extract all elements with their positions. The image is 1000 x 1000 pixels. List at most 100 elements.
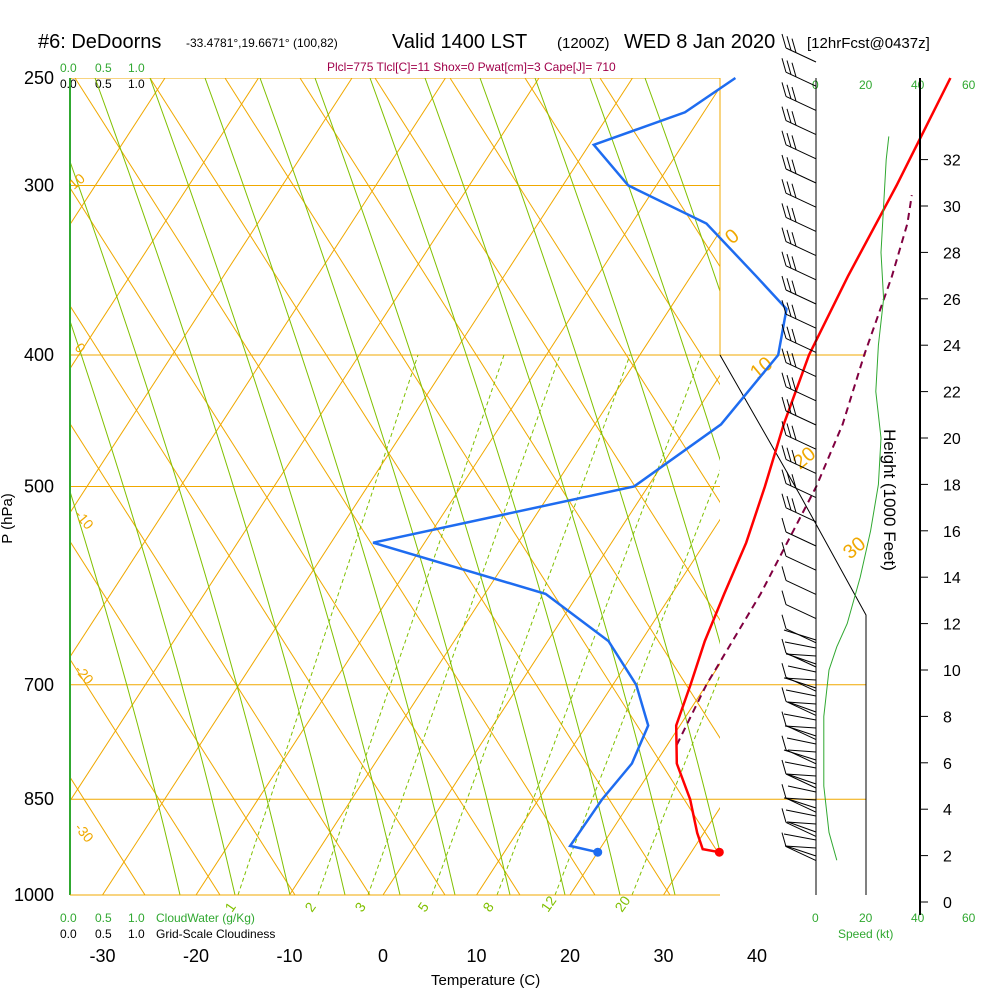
wind-barb-flag-3-0 (781, 106, 787, 121)
wind-barb-low-10 (783, 713, 817, 721)
pressure-label-3: 500 (24, 477, 54, 497)
wind-barb-flag-16-1 (786, 423, 792, 438)
pressure-label-6: 1000 (14, 885, 54, 905)
wind-barb-staff-12 (785, 337, 817, 353)
wind-barb-flag-5-2 (791, 159, 797, 174)
wind-barb-flag-7-1 (786, 205, 792, 220)
cloudiness-label: Grid-Scale Cloudiness (156, 927, 276, 941)
wind-barb-15 (781, 396, 817, 426)
isotherm-label-2: 10 (746, 353, 777, 384)
wind-barb-23 (781, 590, 817, 620)
wind-barb-staff-3 (785, 120, 817, 136)
terrain-outline (719, 354, 867, 895)
isotherm--70 (70, 78, 259, 370)
dry-adiabat-13 (524, 78, 720, 386)
wind-barb-staff-33 (785, 846, 817, 862)
speed-scale-top-3: 60 (962, 78, 976, 92)
wind-barb-low-8 (786, 701, 817, 705)
wind-barb-flag-18-1 (786, 471, 792, 487)
wind-barb-low-18 (786, 773, 817, 785)
wind-barb-flag-19-2 (791, 498, 797, 513)
isotherm--20 (195, 86, 720, 895)
wind-barb-flag-6-1 (786, 181, 792, 196)
height-label-7: 14 (943, 570, 961, 587)
temperature-curve (674, 77, 952, 854)
moist-adiabat-12 (589, 78, 720, 462)
pressure-label-1: 300 (24, 175, 54, 195)
height-label-9: 18 (943, 477, 961, 494)
mixing-ratio-label-2: 3 (351, 899, 369, 915)
station-title: #6: DeDoorns (38, 31, 162, 53)
theta-label-3: -30 (72, 820, 97, 846)
pressure-label-4: 700 (24, 675, 54, 695)
wind-barb-flag-2-0 (781, 82, 787, 97)
wind-barb-flag-11-1 (786, 302, 792, 317)
wind-barb-flag-0-2 (791, 38, 797, 53)
plot-area (70, 78, 720, 895)
isotherm--50 (70, 78, 446, 658)
theta-label-2: -20 (72, 662, 97, 688)
forecast-info: [12hrFcst@0437z] (807, 35, 930, 52)
wind-barb-staff-22 (785, 579, 817, 595)
wind-barb-flag-11-0 (781, 300, 787, 315)
wind-barb-flag-9-1 (786, 253, 792, 269)
temp-label-7: 40 (747, 946, 767, 966)
height-label-15: 30 (943, 199, 961, 216)
wind-barb-low-15 (783, 749, 817, 761)
mixing-ratio-line-0 (237, 354, 419, 895)
cloudiness-scale-bottom-0: 0.0 (60, 927, 77, 941)
wind-barb-3 (781, 106, 817, 136)
wind-barb-flag-8-2 (791, 232, 797, 247)
wind-barb-flag-6-2 (791, 183, 797, 198)
temp-label-0: -30 (89, 946, 115, 966)
mixing-ratio-label-5: 12 (537, 893, 559, 915)
wind-barb-flag-14-0 (781, 372, 787, 387)
mixing-ratio-line-1 (317, 354, 505, 895)
mixing-ratio-label-3: 5 (414, 899, 432, 915)
wind-barb-flag-1-2 (791, 62, 797, 77)
wind-barb-flag-10-0 (781, 275, 787, 291)
wind-barb-low-24 (787, 821, 817, 833)
wind-barb-staff-31 (785, 797, 817, 813)
wind-barb-flag-12-2 (791, 328, 797, 344)
wind-barb-low-4 (787, 665, 817, 673)
wind-barb-low-17 (785, 773, 817, 777)
wind-barb-staff-16 (785, 434, 817, 450)
wind-barb-flag-17-2 (791, 449, 797, 465)
wind-barb-32 (781, 808, 817, 837)
wind-barb-flag-19-0 (781, 493, 787, 508)
wind-barb-staff-18 (785, 483, 817, 499)
wind-barb-flag-2-1 (786, 84, 792, 99)
isotherm-label-1: 0 (721, 225, 744, 249)
wind-barb-flag-0-0 (781, 33, 787, 49)
cloudwater-scale-bottom-1: 0.5 (95, 911, 112, 925)
wind-barb-flag-20-0 (781, 517, 787, 533)
parcel-curve (675, 195, 913, 746)
height-label-4: 8 (943, 709, 952, 726)
isotherm--60 (70, 78, 353, 514)
wind-barb-17 (781, 445, 817, 474)
dry-adiabat-3 (70, 540, 296, 895)
wind-barb-flag-8-1 (786, 229, 792, 245)
wind-barb-low-16 (784, 761, 817, 769)
isotherm--30 (102, 78, 633, 895)
dry-adiabat-9 (224, 78, 720, 857)
wind-barb-staff-17 (785, 458, 817, 474)
wind-barb-flag-17-0 (781, 445, 787, 460)
isotherm-10 (476, 518, 720, 895)
height-label-16: 32 (943, 153, 961, 170)
cloudwater-scale-bottom-0: 0.0 (60, 911, 77, 925)
temp-label-6: 30 (653, 946, 673, 966)
wind-barb-flag-5-0 (781, 154, 787, 170)
speed-scale-bottom-1: 20 (859, 911, 873, 925)
wind-barb-flag-9-0 (781, 251, 787, 266)
wind-barb-low-26 (784, 845, 817, 849)
speed-label: Speed (kt) (838, 927, 894, 941)
wind-barb-11 (781, 300, 817, 329)
wind-barb-staff-9 (785, 265, 817, 281)
wind-barb-staff-20 (785, 531, 817, 547)
wind-barb-low-25 (783, 833, 817, 841)
isotherm--80 (70, 78, 166, 226)
dry-adiabat-5 (70, 304, 446, 895)
wind-barb-flag-13-2 (791, 353, 797, 368)
